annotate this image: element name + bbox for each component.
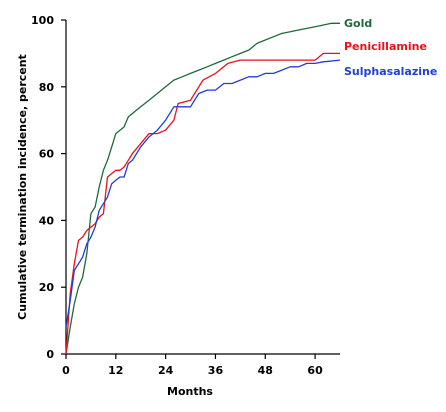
x-tick-label: 60 — [307, 364, 323, 377]
series-line-gold — [65, 22, 340, 355]
y-tick-label: 100 — [31, 14, 54, 27]
series-line-sulphasalazine — [65, 59, 341, 328]
plot-area: 0 20 40 60 80 100 0 12 24 36 48 60 Gold Penicillami… — [31, 14, 437, 377]
series-lines — [65, 22, 341, 355]
x-axis-label: Months — [167, 385, 213, 398]
y-tick-label: 40 — [39, 214, 55, 227]
y-tick-label: 60 — [39, 148, 55, 161]
y-ticks: 0 20 40 60 80 100 — [31, 14, 66, 361]
x-tick-label: 0 — [62, 364, 70, 377]
x-ticks: 0 12 24 36 48 60 — [62, 354, 323, 377]
x-tick-label: 24 — [158, 364, 174, 377]
x-tick-label: 48 — [258, 364, 273, 377]
series-label-sulphasalazine: Sulphasalazine — [344, 65, 437, 78]
x-tick-label: 36 — [208, 364, 224, 377]
y-tick-label: 80 — [39, 81, 55, 94]
x-tick-label: 12 — [108, 364, 123, 377]
series-label-gold: Gold — [344, 17, 372, 30]
series-label-penicillamine: Penicillamine — [344, 40, 427, 53]
y-tick-label: 0 — [46, 348, 54, 361]
y-tick-label: 20 — [39, 281, 55, 294]
series-line-penicillamine — [65, 52, 340, 355]
y-axis-label: Cumulative termination incidence, percen… — [16, 54, 29, 320]
series-labels: Gold Penicillamine Sulphasalazine — [344, 17, 437, 78]
